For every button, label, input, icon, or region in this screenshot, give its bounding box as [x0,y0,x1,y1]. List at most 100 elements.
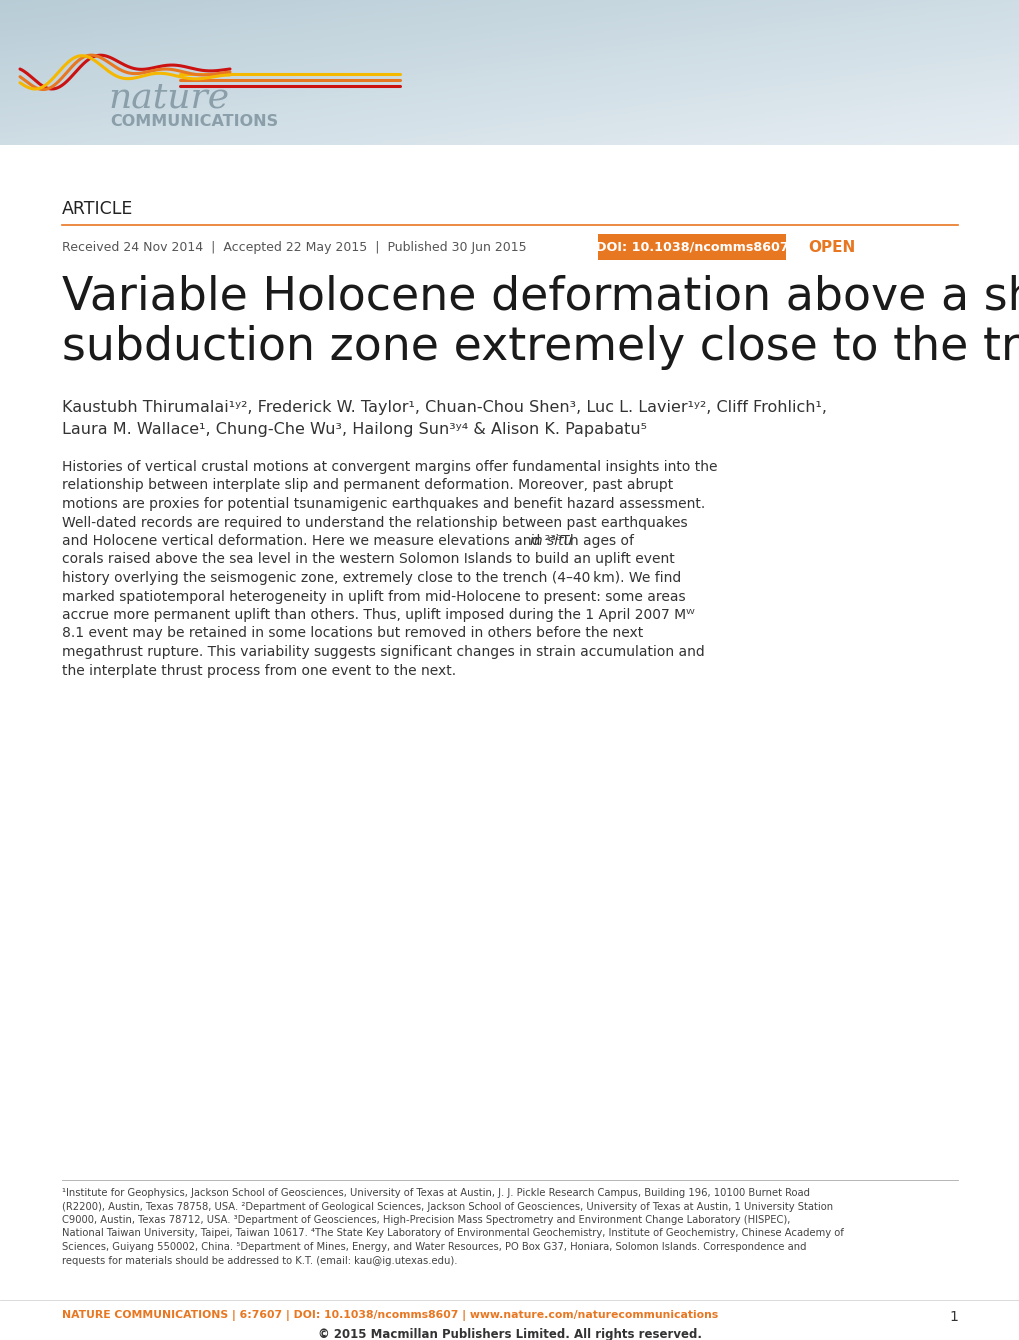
Bar [943,25,952,28]
Bar [110,94,120,96]
Bar [535,92,544,94]
Bar [314,19,324,21]
Bar [467,135,477,138]
Bar [535,31,544,32]
Bar [782,67,791,70]
Bar [747,23,757,25]
Bar [688,141,697,142]
Bar [917,56,926,59]
Bar [849,100,859,102]
Bar [178,102,187,103]
Bar [170,80,179,82]
Bar [900,71,910,74]
Bar [620,13,630,16]
Bar [951,133,961,135]
Bar [688,113,697,115]
Bar [1011,138,1019,139]
Bar [823,36,834,39]
Bar [433,0,442,3]
Bar [578,138,587,139]
Bar [212,134,222,137]
Bar [925,118,935,121]
Bar [960,131,969,134]
Bar [578,126,587,127]
Bar [8,11,18,13]
Bar [247,79,256,80]
Bar [637,20,646,23]
Bar [102,117,111,119]
Bar [841,142,850,145]
Bar [374,59,383,62]
Bar [459,102,468,103]
Bar [841,8,850,11]
Bar [145,137,154,139]
Bar [543,76,553,78]
Bar [450,31,460,32]
Bar [196,16,205,17]
Bar [713,27,722,28]
Bar [186,17,197,19]
Bar [212,82,222,84]
Bar [272,31,281,32]
Bar [866,5,875,7]
Bar [170,100,179,102]
Bar [492,78,502,79]
Bar [629,106,638,109]
Bar [492,142,502,143]
Bar [951,68,961,71]
Bar [441,92,451,95]
Bar [629,121,638,123]
Bar [688,80,697,82]
Bar [688,142,697,145]
Bar [654,76,663,78]
Bar [492,102,502,103]
Bar [705,5,714,7]
Bar [951,111,961,114]
Bar [408,72,417,75]
Bar [450,84,460,87]
Bar [645,126,655,127]
Bar [892,139,901,141]
Bar [288,3,299,4]
Bar [951,87,961,90]
Bar [408,137,417,139]
Bar [374,16,383,17]
Bar [849,67,859,68]
Bar [186,114,197,115]
Bar [459,126,468,127]
Bar [161,54,171,55]
Bar [0,117,9,119]
Bar [747,43,757,46]
Bar [798,36,808,39]
Bar [620,67,630,68]
Bar [382,35,391,38]
Bar [298,16,307,17]
Bar [866,106,875,109]
Bar [288,102,299,103]
Bar [823,130,834,133]
Bar [34,129,44,131]
Bar [874,105,884,106]
Bar [153,100,162,102]
Bar [263,113,273,115]
Bar [560,137,570,139]
Bar [94,20,103,23]
Bar [280,129,289,131]
Bar [883,55,893,58]
Bar [833,106,842,109]
Bar [212,28,222,29]
Bar [382,32,391,35]
Bar [339,141,350,142]
Bar [161,80,171,83]
Bar [909,121,918,123]
Bar [535,0,544,3]
Bar [688,63,697,66]
Bar [178,32,187,35]
Bar [59,44,69,47]
Bar [212,15,222,16]
Bar [543,135,553,138]
Bar [339,35,350,38]
Bar [433,142,442,145]
Bar [263,43,273,46]
Bar [976,105,986,107]
